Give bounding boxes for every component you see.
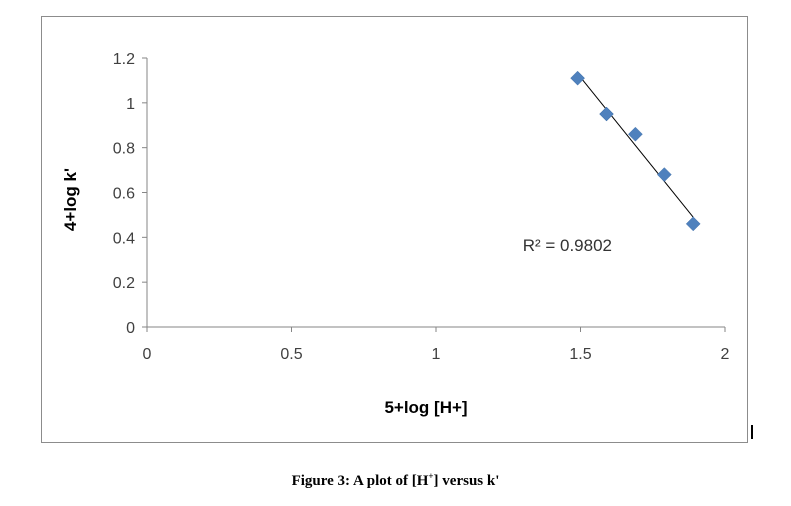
caption-prefix: Figure 3: A plot of [H xyxy=(291,473,429,489)
x-tick-label: 2 xyxy=(721,346,730,363)
r-squared-label: R² = 0.9802 xyxy=(523,236,612,255)
x-tick-label: 1 xyxy=(432,346,441,363)
y-tick-label: 0 xyxy=(126,320,135,337)
axes xyxy=(142,57,726,332)
y-axis-title: 4+log k' xyxy=(61,168,80,231)
tick-labels: 0 0.2 0.4 0.6 0.8 1 1.2 0 0.5 1 1.5 2 xyxy=(113,51,730,363)
chart-area: 0 0.2 0.4 0.6 0.8 1 1.2 0 0.5 1 1.5 2 R² = 0.9802 5… xyxy=(41,16,748,443)
data-points xyxy=(570,70,701,232)
caption-suffix: ] versus k' xyxy=(433,473,500,489)
y-tick-label: 0.8 xyxy=(113,141,135,158)
scatter-plot: 0 0.2 0.4 0.6 0.8 1 1.2 0 0.5 1 1.5 2 R² = 0.9802 5… xyxy=(61,51,730,417)
data-point xyxy=(599,106,614,122)
data-point xyxy=(656,167,672,182)
data-point xyxy=(628,126,643,142)
data-point xyxy=(685,216,701,232)
stray-mark xyxy=(751,425,753,439)
trendline xyxy=(577,73,694,218)
y-tick-label: 1 xyxy=(126,96,135,113)
x-tick-label: 0.5 xyxy=(280,346,302,363)
x-tick-label: 1.5 xyxy=(569,346,591,363)
y-tick-label: 0.2 xyxy=(113,275,135,292)
y-tick-label: 0.6 xyxy=(113,186,135,203)
data-point xyxy=(570,70,585,86)
x-tick-label: 0 xyxy=(143,346,152,363)
figure-caption: Figure 3: A plot of [H+] versus k' xyxy=(0,471,791,490)
x-axis-title: 5+log [H+] xyxy=(384,398,467,417)
y-tick-label: 1.2 xyxy=(113,51,135,68)
caption-superscript: + xyxy=(428,471,434,481)
y-tick-label: 0.4 xyxy=(113,230,135,247)
